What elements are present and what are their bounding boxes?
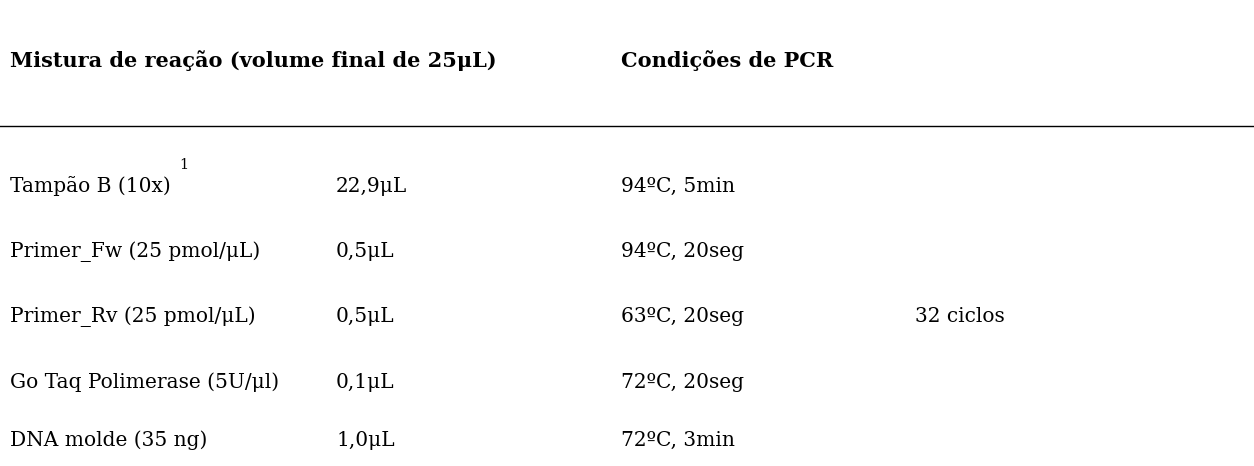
Text: 22,9μL: 22,9μL — [336, 177, 408, 196]
Text: 72ºC, 20seg: 72ºC, 20seg — [621, 373, 744, 391]
Text: 32 ciclos: 32 ciclos — [915, 308, 1006, 326]
Text: 63ºC, 20seg: 63ºC, 20seg — [621, 308, 744, 326]
Text: Mistura de reação (volume final de 25μL): Mistura de reação (volume final de 25μL) — [10, 50, 497, 71]
Text: 0,5μL: 0,5μL — [336, 308, 395, 326]
Text: 0,1μL: 0,1μL — [336, 373, 395, 391]
Text: 1: 1 — [179, 158, 188, 172]
Text: DNA molde (35 ng): DNA molde (35 ng) — [10, 431, 207, 450]
Text: Primer_Fw (25 pmol/μL): Primer_Fw (25 pmol/μL) — [10, 241, 261, 262]
Text: 0,5μL: 0,5μL — [336, 242, 395, 261]
Text: Condições de PCR: Condições de PCR — [621, 50, 833, 71]
Text: Tampão B (10x): Tampão B (10x) — [10, 177, 171, 196]
Text: 72ºC, 3min: 72ºC, 3min — [621, 431, 735, 450]
Text: Primer_Rv (25 pmol/μL): Primer_Rv (25 pmol/μL) — [10, 307, 256, 327]
Text: 94ºC, 5min: 94ºC, 5min — [621, 177, 735, 196]
Text: Go Taq Polimerase (5U/μl): Go Taq Polimerase (5U/μl) — [10, 372, 280, 392]
Text: 1,0μL: 1,0μL — [336, 431, 395, 450]
Text: 94ºC, 20seg: 94ºC, 20seg — [621, 242, 744, 261]
